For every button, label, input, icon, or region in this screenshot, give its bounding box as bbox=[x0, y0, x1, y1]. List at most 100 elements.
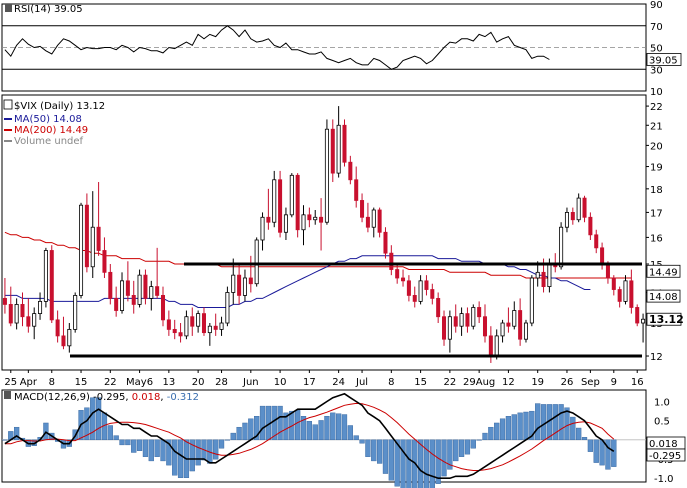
candle-body bbox=[465, 313, 470, 327]
macd-histogram-bar bbox=[376, 439, 383, 464]
macd-histogram-bar bbox=[347, 425, 353, 441]
macd-histogram-bar bbox=[458, 439, 465, 457]
macd-histogram-bar bbox=[570, 416, 576, 441]
macd-histogram-bar bbox=[341, 414, 348, 441]
macd-last-value: 0.018 bbox=[649, 439, 678, 450]
candle-body bbox=[2, 297, 7, 305]
candle-body bbox=[84, 204, 89, 268]
candle-body bbox=[96, 226, 101, 251]
candle-body bbox=[529, 277, 534, 324]
ma200-line bbox=[4, 231, 632, 279]
candle-body bbox=[307, 214, 312, 221]
macd-title-part: -0.295 bbox=[93, 392, 125, 403]
candle-body bbox=[436, 297, 441, 318]
macd-histogram-bar bbox=[189, 439, 195, 472]
x-tick-label: 8 bbox=[49, 377, 55, 388]
x-tick-label: 9 bbox=[611, 377, 617, 388]
candle-body bbox=[471, 307, 476, 327]
candle-body bbox=[453, 316, 458, 327]
macd-histogram-bar bbox=[177, 439, 184, 478]
price-legend-icon bbox=[3, 99, 13, 110]
macd-histogram-bar bbox=[324, 416, 330, 441]
macd-histogram-bar bbox=[564, 407, 570, 441]
candle-body bbox=[494, 335, 499, 357]
candle-body bbox=[564, 212, 569, 228]
candle-body bbox=[641, 318, 646, 324]
candle-body bbox=[266, 216, 271, 223]
macd-histogram-bar bbox=[154, 439, 160, 457]
macd-histogram-bar bbox=[218, 439, 225, 449]
macd-histogram-bar bbox=[581, 437, 588, 441]
macd-histogram-bar bbox=[295, 410, 301, 441]
macd-histogram-bar bbox=[406, 439, 412, 488]
candle-body bbox=[500, 322, 505, 337]
price-tick-label: 12 bbox=[650, 352, 663, 363]
candle-body bbox=[172, 329, 177, 334]
candle-body bbox=[319, 216, 324, 223]
candle-body bbox=[477, 307, 482, 318]
x-tick-label: Jul bbox=[355, 377, 368, 388]
candle-body bbox=[26, 316, 31, 327]
candle-body bbox=[611, 277, 616, 290]
macd-histogram-bar bbox=[488, 426, 494, 441]
candle-body bbox=[114, 297, 119, 311]
macd-histogram-bar bbox=[195, 439, 201, 466]
macd-histogram-bar bbox=[611, 439, 617, 467]
macd-histogram-bar bbox=[107, 425, 113, 441]
candle-body bbox=[272, 179, 277, 223]
candle-body bbox=[348, 161, 353, 181]
candle-body bbox=[254, 239, 259, 285]
macd-histogram-bar bbox=[400, 439, 406, 488]
candle-body bbox=[336, 124, 341, 174]
macd-histogram-bar bbox=[453, 439, 459, 462]
candle-body bbox=[79, 204, 84, 296]
macd-histogram-bar bbox=[447, 439, 453, 470]
x-tick-label: 29Aug bbox=[463, 377, 495, 388]
candle-body bbox=[137, 274, 142, 305]
legend-entry: MA(50) 14.08 bbox=[14, 114, 82, 125]
candle-body bbox=[547, 263, 552, 288]
macd-histogram-bar bbox=[540, 404, 547, 441]
price-label-box bbox=[646, 289, 681, 303]
price-title: $VIX (Daily) 13.12 bbox=[14, 101, 105, 112]
macd-last-value-box bbox=[646, 448, 686, 462]
candle-body bbox=[196, 313, 201, 327]
macd-histogram-bar bbox=[119, 439, 125, 446]
candle-body bbox=[371, 209, 376, 228]
price-label: 14.08 bbox=[649, 292, 678, 303]
macd-histogram-bar bbox=[236, 426, 242, 441]
macd-title-part: , bbox=[160, 392, 166, 403]
candle-body bbox=[73, 295, 78, 330]
candle-body bbox=[360, 200, 365, 218]
macd-histogram-bar bbox=[353, 435, 359, 441]
candle-body bbox=[149, 286, 154, 299]
macd-histogram-bar bbox=[529, 410, 535, 441]
candle-body bbox=[482, 316, 488, 337]
candle-body bbox=[90, 226, 95, 268]
x-tick-label: 25 bbox=[4, 377, 17, 388]
macd-title: MACD(12,26,9) -0.295, 0.018, -0.312 bbox=[14, 392, 199, 403]
candle-body bbox=[582, 197, 587, 218]
x-tick-label: May6 bbox=[126, 377, 153, 388]
candle-body bbox=[559, 226, 564, 268]
macd-histogram-bar bbox=[84, 407, 90, 441]
candle-body bbox=[14, 304, 19, 324]
macd-histogram-bar bbox=[277, 405, 283, 441]
candle-body bbox=[600, 247, 605, 265]
macd-histogram-bar bbox=[160, 439, 166, 462]
rsi-line bbox=[4, 25, 550, 70]
candle-body bbox=[125, 280, 130, 296]
x-tick-label: 15 bbox=[414, 377, 427, 388]
candle-body bbox=[424, 280, 429, 290]
macd-line bbox=[4, 392, 615, 479]
macd-signal-line bbox=[4, 402, 615, 471]
price-tick-label: 18 bbox=[650, 185, 663, 196]
candle-body bbox=[219, 322, 224, 330]
candle-body bbox=[190, 316, 195, 327]
legend-entry: MA(200) 14.49 bbox=[14, 125, 88, 136]
x-tick-label: 12 bbox=[502, 377, 515, 388]
macd-histogram-bar bbox=[14, 426, 20, 441]
macd-histogram-bar bbox=[511, 414, 517, 441]
candle-body bbox=[102, 250, 107, 273]
